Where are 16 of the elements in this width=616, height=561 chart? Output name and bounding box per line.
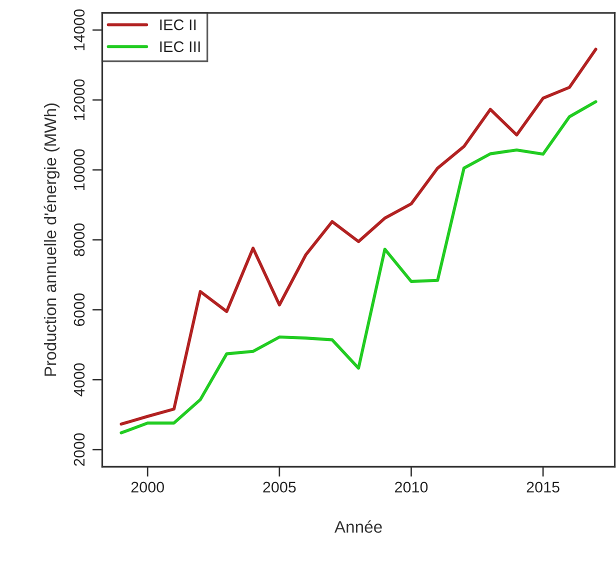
x-tick-label: 2010 [395,482,428,493]
legend-label: IEC II [160,19,196,30]
legend-label: IEC III [160,41,200,52]
y-axis-title: Production annuelle d'énergie (MWh) [44,104,60,376]
y-tick-label: 12000 [74,79,85,120]
x-axis-title: Année [334,520,382,533]
line-series [120,100,598,434]
y-tick-label: 4000 [74,363,85,396]
y-tick-label: 6000 [74,293,85,326]
x-tick-label: 2005 [263,482,296,493]
x-tick-label: 2000 [131,482,164,493]
y-tick-label: 2000 [74,433,85,466]
y-tick-label: 10000 [74,149,85,190]
y-tick-label: 14000 [74,9,85,50]
y-tick-label: 8000 [74,223,85,256]
x-tick-label: 2015 [526,482,560,493]
